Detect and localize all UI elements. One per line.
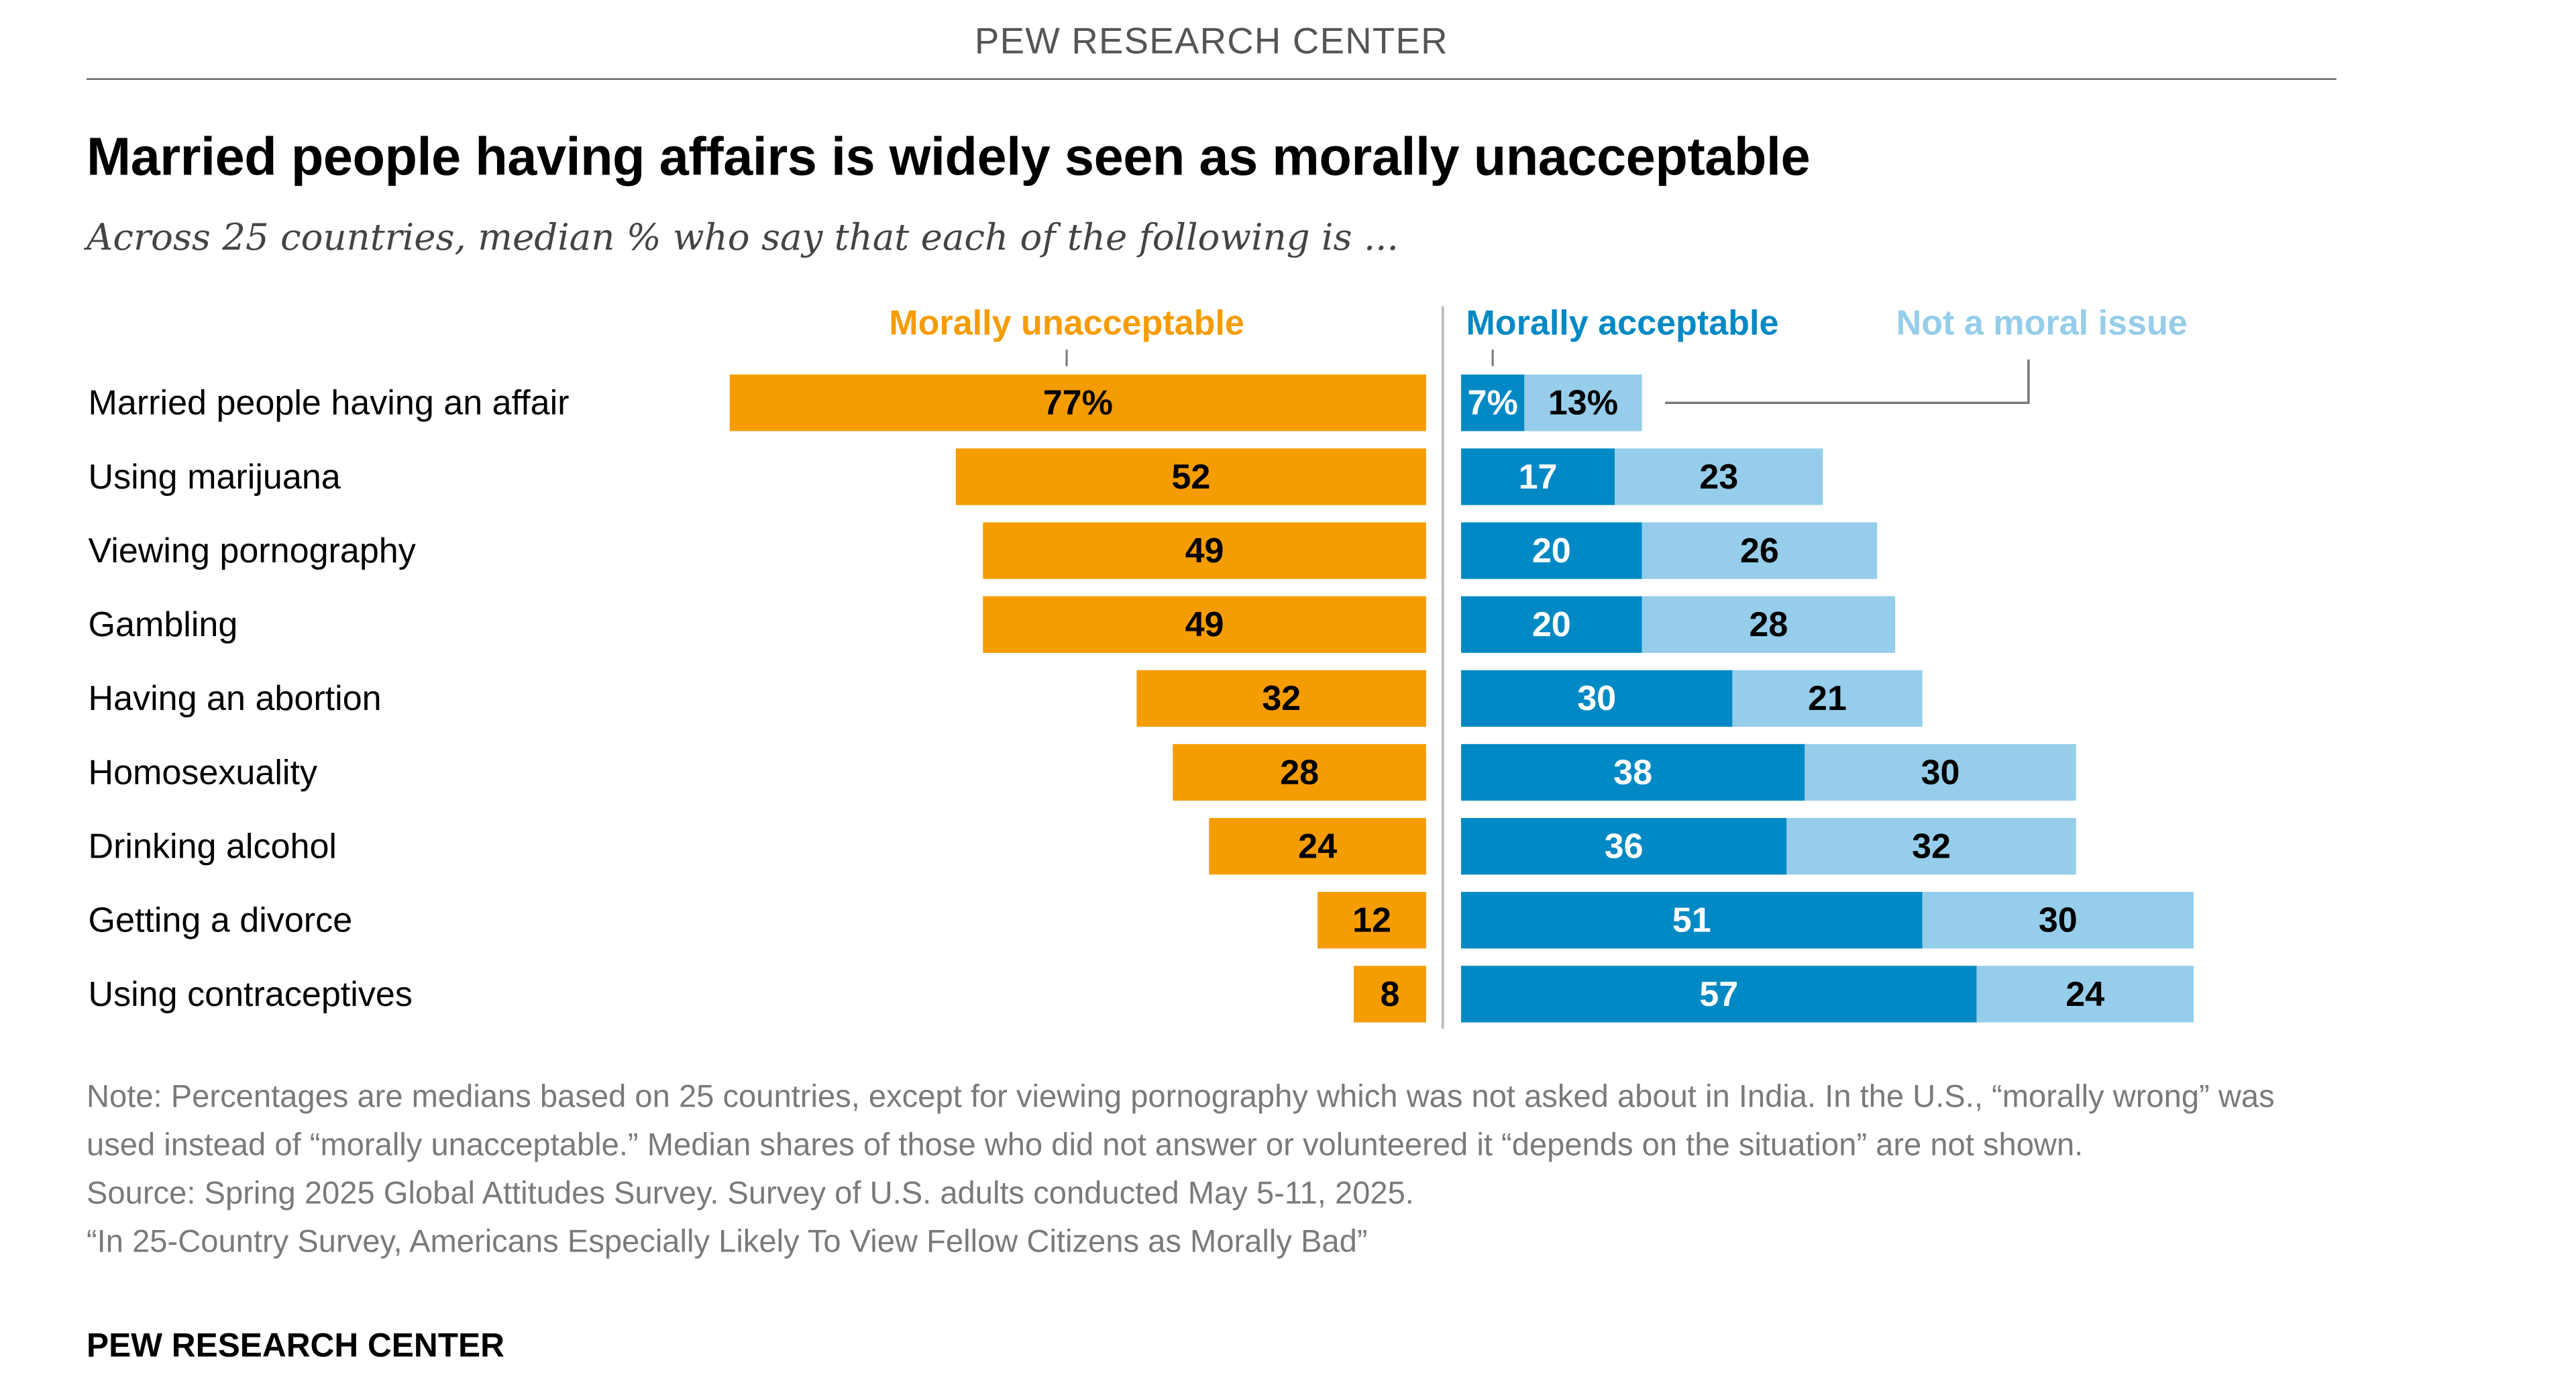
category-label-married-people-having-an-affair: Married people having an affair: [88, 384, 569, 423]
value-label-not-a-moral-issue-having-an-abortion: 21: [1808, 679, 1847, 718]
chart-source: Source: Spring 2025 Global Attitudes Sur…: [86, 1176, 1414, 1212]
bar-morally-acceptable-using-marijuana: [1460, 448, 1615, 505]
value-label-morally-unacceptable-drinking-alcohol: 24: [1298, 827, 1337, 866]
value-label-not-a-moral-issue-viewing-pornography: 26: [1740, 531, 1779, 570]
bar-morally-unacceptable-gambling: [983, 596, 1426, 653]
category-label-drinking-alcohol: Drinking alcohol: [88, 827, 337, 866]
category-label-getting-a-divorce: Getting a divorce: [88, 901, 352, 940]
value-label-morally-unacceptable-viewing-pornography: 49: [1185, 531, 1224, 570]
value-label-morally-acceptable-gambling: 20: [1532, 605, 1571, 644]
bar-not-a-moral-issue-viewing-pornography: [1642, 522, 1878, 579]
legend-leader-not-a-moral-issue: [1665, 359, 2030, 405]
value-label-not-a-moral-issue-homosexuality: 30: [1921, 753, 1960, 792]
legend-morally-unacceptable: Morally unacceptable: [889, 304, 1244, 343]
bar-not-a-moral-issue-using-marijuana: [1615, 448, 1823, 505]
bar-morally-unacceptable-married-people-having-an-affair: [729, 374, 1426, 431]
value-label-not-a-moral-issue-gambling: 28: [1749, 605, 1788, 644]
bar-not-a-moral-issue-drinking-alcohol: [1786, 817, 2076, 875]
value-label-not-a-moral-issue-using-marijuana: 23: [1699, 458, 1738, 497]
bar-not-a-moral-issue-having-an-abortion: [1732, 670, 1923, 727]
bar-morally-unacceptable-using-contraceptives: [1354, 966, 1426, 1023]
header-brand: PEW RESEARCH CENTER: [974, 19, 1448, 62]
value-label-morally-unacceptable-gambling: 49: [1185, 605, 1224, 644]
value-label-morally-acceptable-using-contraceptives: 57: [1699, 975, 1738, 1014]
value-label-not-a-moral-issue-using-contraceptives: 24: [2065, 975, 2104, 1014]
diverging-bar-chart: Morally unacceptable Morally acceptable No…: [88, 304, 2194, 1029]
bar-morally-unacceptable-getting-a-divorce: [1318, 892, 1426, 949]
category-label-viewing-pornography: Viewing pornography: [88, 531, 415, 570]
value-label-morally-unacceptable-married-people-having-an-affair: 77%: [1043, 384, 1113, 423]
chart-note: Note: Percentages are medians based on 2…: [86, 1080, 2275, 1164]
value-label-morally-unacceptable-homosexuality: 28: [1280, 753, 1319, 792]
chart-title: Married people having affairs is widely …: [86, 126, 1811, 187]
legend-not-a-moral-issue: Not a moral issue: [1896, 304, 2188, 343]
value-label-not-a-moral-issue-getting-a-divorce: 30: [2039, 901, 2078, 940]
bar-morally-unacceptable-viewing-pornography: [983, 522, 1426, 579]
bar-morally-acceptable-having-an-abortion: [1460, 670, 1733, 727]
bar-not-a-moral-issue-using-contraceptives: [1976, 966, 2194, 1023]
value-label-not-a-moral-issue-married-people-having-an-affair: 13%: [1548, 384, 1618, 423]
bar-morally-acceptable-homosexuality: [1460, 744, 1805, 801]
bar-morally-acceptable-gambling: [1460, 596, 1642, 653]
value-label-morally-acceptable-viewing-pornography: 20: [1532, 531, 1571, 570]
bar-morally-unacceptable-having-an-abortion: [1136, 670, 1426, 727]
header-divider: [86, 78, 2337, 81]
bar-morally-unacceptable-using-marijuana: [955, 448, 1426, 505]
bar-not-a-moral-issue-married-people-having-an-affair: [1524, 374, 1642, 431]
legend-morally-acceptable: Morally acceptable: [1466, 304, 1778, 343]
category-label-homosexuality: Homosexuality: [88, 753, 317, 792]
category-label-having-an-abortion: Having an abortion: [88, 679, 381, 718]
bar-morally-acceptable-using-contraceptives: [1460, 966, 1977, 1023]
value-label-morally-acceptable-having-an-abortion: 30: [1577, 679, 1616, 718]
value-label-not-a-moral-issue-drinking-alcohol: 32: [1912, 827, 1951, 866]
value-label-morally-acceptable-getting-a-divorce: 51: [1672, 901, 1711, 940]
value-label-morally-acceptable-married-people-having-an-affair: 7%: [1468, 384, 1518, 423]
chart-subtitle: Across 25 countries, median % who say th…: [86, 217, 1399, 260]
bar-not-a-moral-issue-gambling: [1642, 596, 1896, 653]
value-label-morally-unacceptable-having-an-abortion: 32: [1262, 679, 1301, 718]
value-label-morally-unacceptable-getting-a-divorce: 12: [1352, 901, 1391, 940]
bar-morally-unacceptable-homosexuality: [1173, 744, 1426, 801]
notes-block: Note: Percentages are medians based on 2…: [87, 1074, 2350, 1267]
value-label-morally-unacceptable-using-marijuana: 52: [1171, 458, 1210, 497]
value-label-morally-acceptable-drinking-alcohol: 36: [1605, 827, 1644, 866]
category-label-using-marijuana: Using marijuana: [88, 458, 340, 497]
value-label-morally-acceptable-homosexuality: 38: [1613, 753, 1652, 792]
bar-morally-acceptable-viewing-pornography: [1460, 522, 1642, 579]
bar-not-a-moral-issue-homosexuality: [1805, 744, 2076, 801]
bar-morally-acceptable-getting-a-divorce: [1460, 892, 1923, 949]
report-title: “In 25-Country Survey, Americans Especia…: [86, 1225, 1368, 1260]
bar-morally-acceptable-married-people-having-an-affair: [1460, 374, 1525, 431]
footer-brand: PEW RESEARCH CENTER: [86, 1328, 504, 1366]
category-label-using-contraceptives: Using contraceptives: [88, 975, 412, 1014]
bar-morally-acceptable-drinking-alcohol: [1460, 817, 1787, 875]
category-label-gambling: Gambling: [88, 605, 237, 644]
bar-not-a-moral-issue-getting-a-divorce: [1922, 892, 2194, 949]
bar-morally-unacceptable-drinking-alcohol: [1209, 817, 1426, 875]
value-label-morally-acceptable-using-marijuana: 17: [1519, 458, 1558, 497]
value-label-morally-unacceptable-using-contraceptives: 8: [1380, 975, 1399, 1014]
